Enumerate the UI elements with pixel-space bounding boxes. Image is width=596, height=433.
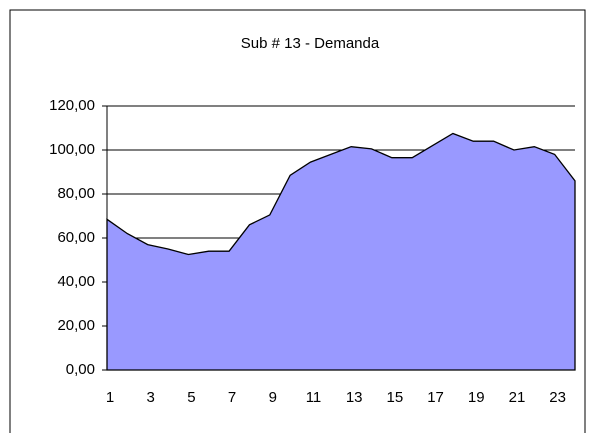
x-tick-label: 11 (306, 389, 322, 406)
x-tick-label: 1 (106, 389, 114, 406)
y-tick-label: 80,00 (57, 185, 95, 202)
x-tick-label: 21 (509, 389, 526, 406)
x-tick-label: 17 (427, 389, 444, 406)
x-tick-label: 23 (549, 389, 566, 406)
area (106, 132, 576, 371)
x-tick-label: 7 (228, 389, 236, 406)
y-tick-label: 40,00 (57, 273, 95, 290)
y-tick-label: 100,00 (49, 141, 95, 158)
y-tick-label: 60,00 (57, 229, 95, 246)
x-tick-label: 13 (346, 389, 363, 406)
y-tick-label: 20,00 (57, 317, 95, 334)
x-tick-label: 3 (147, 389, 155, 406)
y-tick-label: 0,00 (66, 361, 95, 378)
x-tick-label: 9 (269, 389, 277, 406)
x-tick-label: 5 (187, 389, 195, 406)
x-tick-label: 19 (468, 389, 485, 406)
x-tick-label: 15 (387, 389, 404, 406)
chart-title: Sub # 13 - Demanda (241, 35, 380, 52)
y-tick-label: 120,00 (49, 97, 95, 114)
